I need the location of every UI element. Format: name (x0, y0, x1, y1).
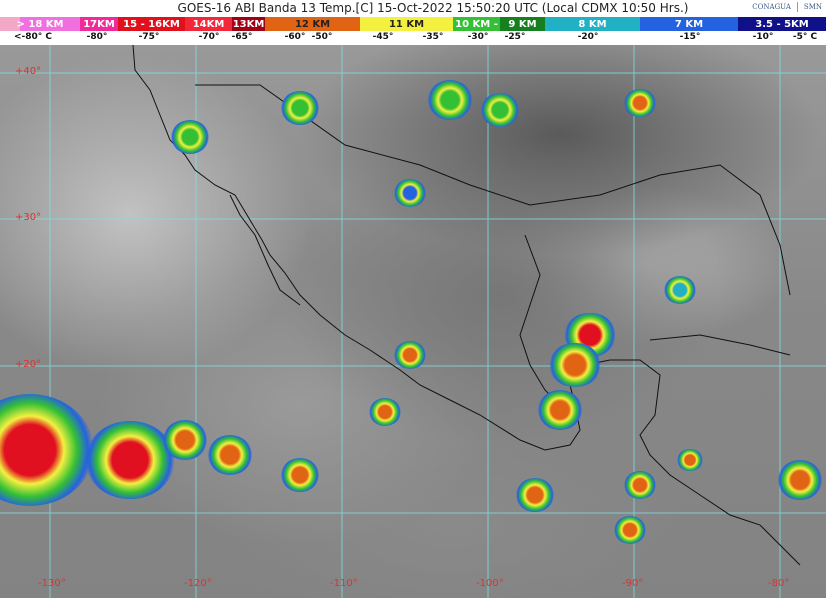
convective-cloud (549, 342, 601, 388)
legend-segment: 8 KM (545, 17, 640, 31)
coastlines (132, 45, 801, 566)
temperature-tick: -60° (284, 32, 306, 42)
legend-segment: 12 KM (265, 17, 360, 31)
legend-segment: 17KM (80, 17, 118, 31)
convective-cloud (515, 478, 555, 512)
temperature-scale: <-80° C -80° -75° -70° -65° -60° -50° -45° -35° -… (0, 31, 826, 45)
agency-logos: CONAGUA SMN (752, 2, 822, 12)
convective-cloud (624, 471, 656, 499)
logo-divider (796, 2, 798, 12)
convective-cloud (162, 420, 208, 460)
longitude-label: -90° (622, 578, 644, 589)
convective-cloud (85, 420, 175, 500)
convective-cloud (480, 93, 520, 127)
temperature-tick: -15° (679, 32, 701, 42)
legend-segment: > 18 KM (0, 17, 80, 31)
convective-cloud (280, 458, 320, 492)
latitude-label: +40° (15, 66, 42, 77)
temperature-tick: -65° (231, 32, 253, 42)
convective-cloud (677, 448, 703, 472)
longitude-label: -100° (476, 578, 504, 589)
latitude-label: +20° (15, 359, 42, 370)
convective-cloud (537, 390, 583, 430)
temperature-tick: -30° (467, 32, 489, 42)
temperature-tick: -50° (311, 32, 333, 42)
temperature-tick: -20° (577, 32, 599, 42)
temperature-tick: -25° (504, 32, 526, 42)
convective-cloud (394, 341, 426, 369)
legend-segment: 10 KM - (453, 17, 500, 31)
convective-cloud (624, 89, 656, 117)
temperature-tick: -45° (372, 32, 394, 42)
longitude-label: -130° (38, 578, 66, 589)
convective-cloud (777, 460, 823, 500)
conagua-logo: CONAGUA (752, 3, 791, 11)
smn-logo: SMN (803, 3, 822, 11)
legend-segment: 13KM (232, 17, 265, 31)
temperature-tick: -10° (752, 32, 774, 42)
temperature-tick: -5° C (792, 32, 818, 42)
longitude-label: -80° (768, 578, 790, 589)
temperature-tick: -70° (198, 32, 220, 42)
convective-cloud (427, 80, 473, 120)
convective-cloud (369, 398, 401, 426)
temperature-tick: <-80° C (13, 32, 53, 42)
convective-cloud (207, 435, 253, 475)
latitude-label: +30° (15, 212, 42, 223)
legend-segment: 7 KM (640, 17, 738, 31)
color-legend-bar: > 18 KM 17KM 15 - 16KM 14KM 13KM 12 KM 11 KM 10… (0, 17, 826, 31)
legend-segment: 9 KM (500, 17, 545, 31)
legend-segment: 14KM (185, 17, 232, 31)
convective-cloud (664, 276, 696, 304)
temperature-tick: -80° (86, 32, 108, 42)
longitude-label: -120° (184, 578, 212, 589)
image-title: GOES-16 ABI Banda 13 Temp.[C] 15-Oct-202… (177, 1, 689, 15)
legend-segment: 11 KM (360, 17, 453, 31)
convective-cloud (394, 179, 426, 207)
longitude-label: -110° (330, 578, 358, 589)
convective-cloud (170, 120, 210, 154)
legend-segment: 15 - 16KM (118, 17, 185, 31)
satellite-map: +40° +30° +20° -130° -120° -110° -100° -90° -80° (0, 45, 826, 598)
map-overlay (0, 45, 826, 598)
temperature-tick: -35° (422, 32, 444, 42)
convective-cloud (614, 516, 646, 544)
convective-cloud (280, 91, 320, 125)
legend-segment: 3.5 - 5KM (738, 17, 826, 31)
temperature-tick: -75° (138, 32, 160, 42)
